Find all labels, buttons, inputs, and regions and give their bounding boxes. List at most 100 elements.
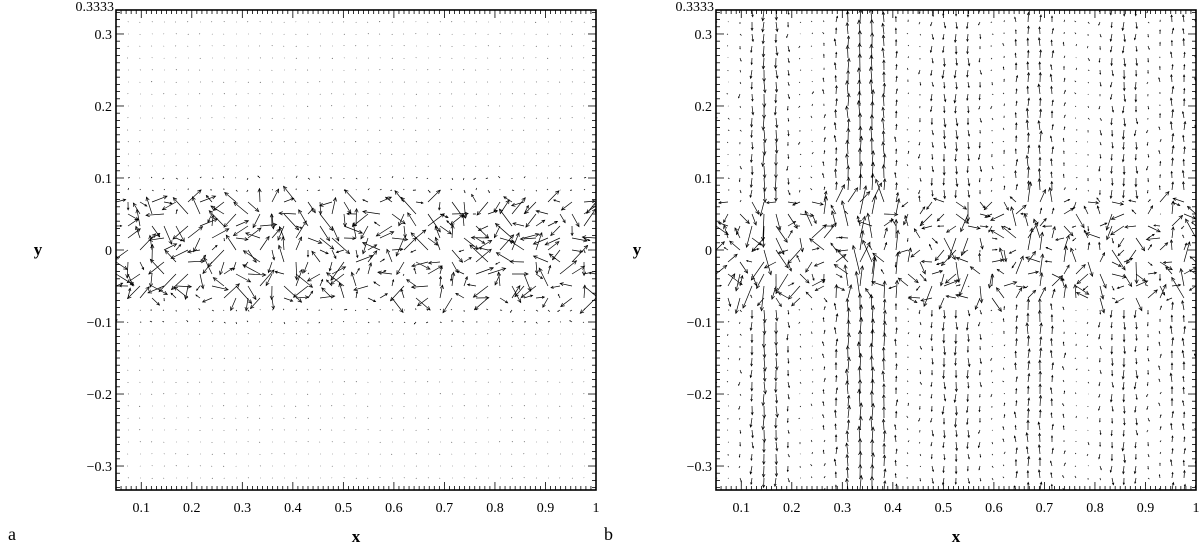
vector-arrow <box>1015 184 1018 191</box>
vector-arrow <box>751 441 754 448</box>
vector-arrow <box>343 201 352 214</box>
vector-arrow <box>1135 165 1138 174</box>
vector-arrow <box>762 153 765 167</box>
vector-arrow <box>1038 168 1041 179</box>
vector-arrow <box>907 56 909 59</box>
vector-arrowhead <box>1080 223 1085 229</box>
vector-arrow <box>844 264 849 287</box>
vector-arrow <box>1122 381 1125 390</box>
vector-arrowhead <box>1098 457 1101 460</box>
vector-arrowhead <box>1128 282 1133 288</box>
vector-arrow <box>907 247 911 263</box>
vector-arrowhead <box>894 279 899 285</box>
vector-arrowhead <box>384 196 389 200</box>
vector-arrowhead <box>787 133 790 137</box>
vector-arrow <box>799 357 802 360</box>
vector-arrow <box>307 290 313 299</box>
vector-arrowhead <box>244 237 249 241</box>
vector-arrow <box>883 299 886 311</box>
vector-arrow <box>211 245 218 251</box>
vector-arrow <box>897 249 909 254</box>
vector-arrow <box>931 165 934 172</box>
vector-arrowhead <box>839 275 843 278</box>
x-tick-label: 0.3 <box>234 501 252 516</box>
vector-arrowhead <box>773 186 778 192</box>
vector-arrowhead <box>942 445 945 449</box>
vector-arrow <box>1111 69 1114 76</box>
vector-arrowhead <box>335 250 339 254</box>
vector-arrow <box>486 308 489 311</box>
vector-arrow <box>871 366 874 383</box>
vector-arrowhead <box>532 255 538 260</box>
vector-arrow <box>450 213 465 225</box>
vector-arrowhead <box>967 183 971 187</box>
vector-arrowhead <box>269 213 274 218</box>
vector-arrowhead <box>501 267 507 272</box>
vector-arrowhead <box>478 246 482 250</box>
vector-arrow <box>834 459 837 467</box>
vector-arrowhead <box>995 237 998 240</box>
vector-arrow <box>751 117 753 127</box>
vector-arrowhead <box>1064 187 1066 189</box>
vector-arrow <box>967 177 970 186</box>
vector-arrowhead <box>985 225 989 228</box>
vector-arrowhead <box>1114 300 1119 304</box>
vector-arrow <box>945 273 957 284</box>
vector-arrowhead <box>1122 183 1126 187</box>
vector-arrowhead <box>846 176 851 182</box>
vector-arrowhead <box>918 195 921 198</box>
vector-arrowhead <box>846 92 851 98</box>
vector-arrow <box>948 237 957 260</box>
vector-arrowhead <box>1051 325 1054 329</box>
vector-arrowhead <box>1070 247 1075 253</box>
vector-arrowhead <box>786 168 789 172</box>
vector-arrow <box>895 449 898 455</box>
vector-arrowhead <box>921 226 926 230</box>
vector-arrowhead <box>895 191 899 196</box>
vector-arrow <box>1039 218 1047 227</box>
vector-arrowhead <box>383 270 387 273</box>
vector-arrowhead <box>895 399 899 402</box>
vector-arrow <box>775 45 778 56</box>
vector-arrowhead <box>931 349 934 352</box>
vector-arrow <box>751 237 762 246</box>
vector-arrowhead <box>751 495 753 497</box>
vector-arrowhead <box>846 165 851 170</box>
vector-arrowhead <box>943 398 947 402</box>
vector-arrowhead <box>929 50 933 54</box>
vector-arrowhead <box>845 477 849 483</box>
vector-arrow <box>763 345 765 358</box>
vector-arrow <box>1135 189 1138 199</box>
vector-arrowhead <box>966 493 967 494</box>
vector-arrow <box>918 21 921 25</box>
vector-arrow <box>775 441 778 451</box>
vector-arrowhead <box>1110 158 1113 161</box>
vector-arrowhead <box>403 234 407 239</box>
vector-arrowhead <box>579 249 584 253</box>
vector-arrow <box>991 477 994 481</box>
vector-arrowhead <box>170 292 174 296</box>
vector-arrowhead <box>464 211 469 216</box>
vector-arrowhead <box>931 373 933 376</box>
vector-arrowhead <box>1112 241 1114 244</box>
vector-arrowhead <box>559 282 564 286</box>
vector-arrowhead <box>895 50 898 54</box>
vector-arrowhead <box>276 228 281 233</box>
vector-arrowhead <box>762 354 767 359</box>
vector-arrowhead <box>355 255 359 259</box>
vector-arrowhead <box>1122 495 1124 497</box>
vector-arrowhead <box>1026 49 1030 53</box>
vector-arrow <box>493 201 501 213</box>
vector-arrowhead <box>724 231 729 236</box>
vector-arrowhead <box>1135 74 1138 77</box>
vector-arrow <box>895 252 899 275</box>
vector-arrow <box>1050 74 1053 83</box>
vector-arrowhead <box>1134 158 1137 161</box>
vector-arrowhead <box>554 220 559 225</box>
vector-arrowhead <box>298 268 303 274</box>
vector-arrowhead <box>508 240 514 245</box>
vector-arrowhead <box>122 198 127 202</box>
vector-arrow <box>723 225 729 239</box>
vector-arrow <box>901 201 909 208</box>
vector-arrowhead <box>996 287 1001 292</box>
